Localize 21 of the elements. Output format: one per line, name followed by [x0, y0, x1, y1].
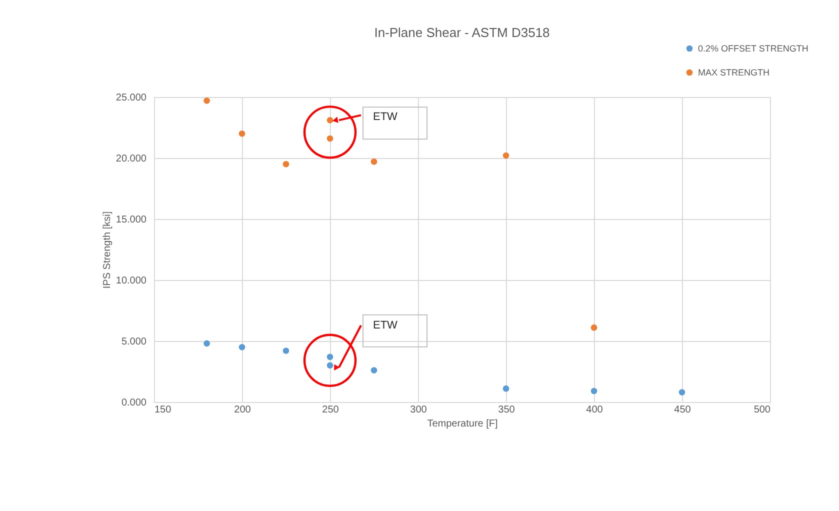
y-tick-label: 25.000	[116, 92, 147, 104]
legend-label: 0.2% OFFSET STRENGTH	[698, 44, 808, 54]
y-axis-title: IPS Strength [ksi]	[102, 211, 113, 289]
x-tick-label: 350	[498, 404, 516, 416]
annotation: ETW	[373, 111, 398, 124]
y-tick-label: 0.000	[121, 398, 147, 408]
x-tick-label: 200	[234, 404, 252, 416]
x-tick-label: 450	[674, 404, 692, 416]
x-tick-label: 300	[410, 404, 428, 416]
chart-title: In-Plane Shear - ASTM D3518	[374, 25, 550, 40]
y-tick-label: 15.000	[116, 214, 147, 226]
x-axis-title: Temperature [F]	[427, 418, 498, 430]
x-tick-label: 150	[154, 404, 172, 416]
x-tick-label: 500	[754, 404, 771, 416]
y-tick-label: 5.000	[121, 336, 147, 348]
x-tick-label: 250	[322, 404, 340, 416]
y-tick-label: 10.000	[116, 276, 147, 286]
legend-label: MAX STRENGTH	[698, 68, 770, 78]
x-tick-label: 400	[586, 404, 604, 416]
y-tick-label: 20.000	[116, 154, 147, 164]
annotation: ETW	[373, 319, 398, 332]
